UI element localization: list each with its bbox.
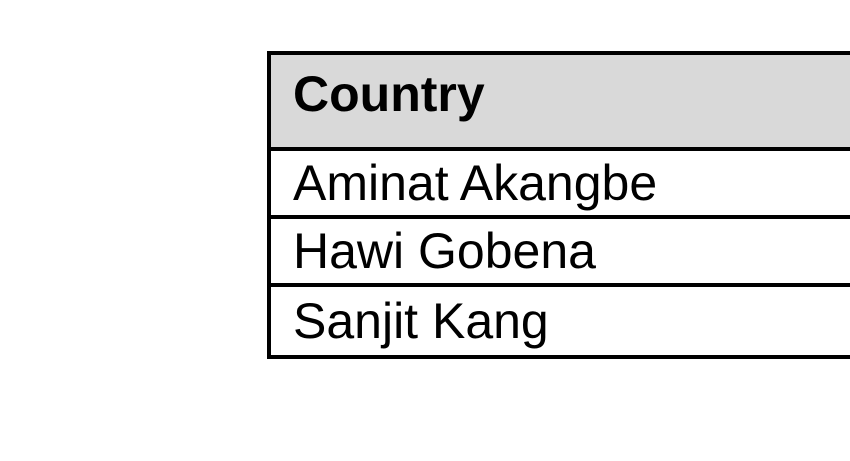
table-header-row: Country [271,55,850,151]
cell-value: Hawi Gobena [293,223,596,279]
cell-value: Sanjit Kang [293,293,549,349]
table-row: Aminat Akangbe [271,151,850,219]
cell-value: Aminat Akangbe [293,155,658,211]
data-table: Country Aminat Akangbe Hawi Gobena Sanji… [267,51,850,359]
column-header-country: Country [293,66,485,122]
table-row: Sanjit Kang [271,287,850,355]
table-row: Hawi Gobena [271,219,850,287]
